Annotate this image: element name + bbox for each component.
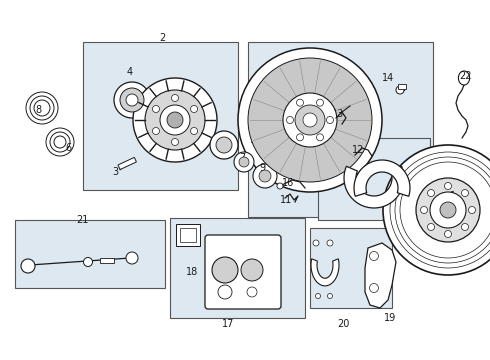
Text: 4: 4 [127, 67, 133, 77]
Circle shape [133, 78, 217, 162]
Circle shape [428, 189, 435, 197]
Text: 15: 15 [346, 177, 358, 187]
Circle shape [239, 157, 249, 167]
Circle shape [216, 137, 232, 153]
Circle shape [317, 99, 323, 106]
Text: 16: 16 [282, 178, 294, 188]
Circle shape [303, 113, 317, 127]
Text: 22: 22 [460, 71, 472, 81]
Circle shape [247, 287, 257, 297]
Circle shape [126, 252, 138, 264]
Circle shape [327, 240, 333, 246]
Circle shape [317, 134, 323, 141]
Text: 1: 1 [450, 191, 456, 201]
Text: 17: 17 [222, 319, 234, 329]
Text: 5: 5 [223, 143, 229, 153]
Circle shape [462, 189, 468, 197]
Circle shape [383, 145, 490, 275]
Circle shape [440, 202, 456, 218]
Circle shape [152, 127, 159, 135]
Bar [310, 228, 392, 308]
Text: 9: 9 [259, 163, 265, 173]
Polygon shape [344, 166, 404, 208]
Text: 18: 18 [186, 267, 198, 277]
Circle shape [191, 127, 197, 135]
Bar [170, 218, 305, 318]
Circle shape [420, 207, 427, 213]
Circle shape [238, 48, 382, 192]
Circle shape [160, 105, 190, 135]
Bar [100, 258, 114, 263]
Circle shape [191, 105, 197, 113]
Circle shape [21, 259, 35, 273]
Text: 7: 7 [239, 153, 245, 163]
Circle shape [259, 170, 271, 182]
Bar [248, 42, 433, 217]
Circle shape [369, 284, 378, 292]
Circle shape [248, 58, 372, 182]
Circle shape [296, 99, 303, 106]
Circle shape [428, 224, 435, 230]
Circle shape [126, 94, 138, 106]
Circle shape [253, 164, 277, 188]
Text: 14: 14 [382, 73, 394, 83]
Circle shape [83, 257, 93, 266]
Circle shape [172, 94, 178, 102]
Text: 3: 3 [112, 167, 118, 177]
Bar [398, 84, 406, 89]
Circle shape [218, 285, 232, 299]
FancyBboxPatch shape [205, 235, 281, 309]
Circle shape [152, 105, 159, 113]
Bar [318, 138, 430, 220]
Circle shape [241, 259, 263, 281]
Polygon shape [354, 160, 410, 196]
Circle shape [283, 93, 337, 147]
Text: 6: 6 [65, 143, 71, 153]
Text: 13: 13 [332, 109, 344, 119]
Circle shape [326, 117, 334, 123]
Text: 12: 12 [352, 145, 364, 155]
Circle shape [277, 183, 283, 189]
Polygon shape [365, 243, 396, 308]
Polygon shape [311, 259, 339, 286]
Bar [118, 157, 136, 170]
Circle shape [327, 293, 333, 298]
Circle shape [444, 183, 451, 189]
Circle shape [234, 152, 254, 172]
Text: 10: 10 [250, 135, 262, 145]
Circle shape [313, 240, 319, 246]
Text: 11: 11 [280, 195, 292, 205]
Circle shape [462, 224, 468, 230]
Circle shape [114, 82, 150, 118]
Circle shape [210, 131, 238, 159]
Text: 8: 8 [35, 105, 41, 115]
Circle shape [296, 134, 303, 141]
Circle shape [172, 139, 178, 145]
Circle shape [316, 293, 320, 298]
Text: 20: 20 [337, 319, 349, 329]
Circle shape [468, 207, 475, 213]
Bar [15, 220, 165, 288]
Text: 2: 2 [159, 33, 165, 43]
Circle shape [167, 112, 183, 128]
Circle shape [120, 88, 144, 112]
Circle shape [396, 86, 404, 94]
Circle shape [295, 105, 325, 135]
Bar [180, 228, 196, 242]
Circle shape [212, 257, 238, 283]
Bar [176, 224, 200, 246]
Circle shape [145, 90, 205, 150]
Circle shape [430, 192, 466, 228]
Text: 19: 19 [384, 313, 396, 323]
Circle shape [416, 178, 480, 242]
Bar [83, 42, 238, 190]
Text: 21: 21 [76, 215, 88, 225]
Circle shape [444, 230, 451, 238]
Circle shape [287, 117, 294, 123]
Circle shape [369, 252, 378, 261]
